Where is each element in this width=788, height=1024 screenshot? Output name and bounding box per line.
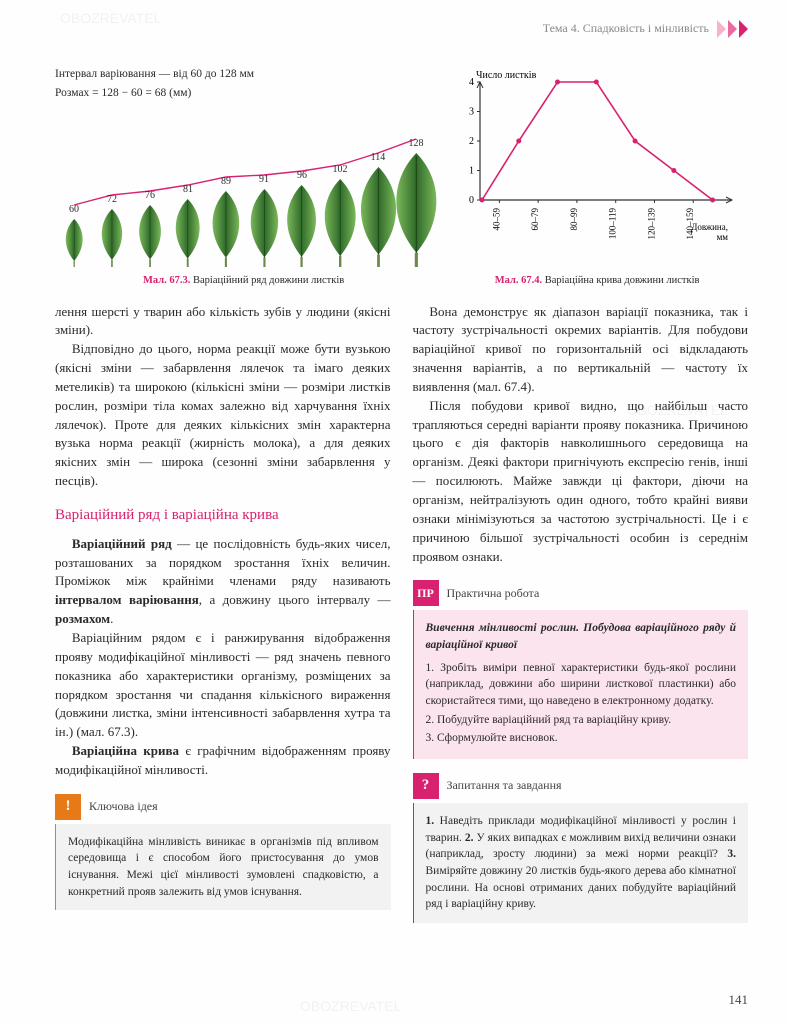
caption-67-3: Мал. 67.3. Варіаційний ряд довжини листк… bbox=[55, 273, 432, 288]
q-title: Запитання та завдання bbox=[447, 777, 562, 794]
pr-title: Практична робота bbox=[447, 585, 540, 602]
header-chevrons bbox=[717, 20, 748, 38]
questions-box: ? Запитання та завдання 1. Наведіть прик… bbox=[413, 773, 749, 923]
para-6: Вона демонструє як діапазон варіації пок… bbox=[413, 303, 749, 397]
key-idea-title: Ключова ідея bbox=[89, 798, 158, 815]
section-heading: Варіаційний ряд і варіаційна крива bbox=[55, 505, 391, 527]
watermark: OBOZREVATEL bbox=[60, 8, 161, 28]
pr-badge: ПР bbox=[413, 580, 439, 606]
svg-text:Довжина,мм: Довжина,мм bbox=[691, 222, 728, 242]
para-5: Варіаційна крива є графічним відображенн… bbox=[55, 742, 391, 780]
pr-heading: Вивчення мінливості рослин. Побудова вар… bbox=[426, 620, 737, 653]
pr-body: Вивчення мінливості рослин. Побудова вар… bbox=[413, 610, 749, 759]
term-varseries: Варіаційний ряд bbox=[72, 536, 172, 551]
leaf-item: 89 bbox=[207, 175, 245, 268]
pr-step: 2. Побудуйте варіаційний ряд та варіацій… bbox=[426, 712, 737, 729]
svg-text:40–59: 40–59 bbox=[492, 208, 502, 231]
exclaim-icon: ! bbox=[55, 794, 81, 820]
caption-67-3-text: Варіаційний ряд довжини листків bbox=[193, 275, 344, 286]
leaf-item: 76 bbox=[131, 189, 169, 268]
svg-text:2: 2 bbox=[469, 136, 474, 147]
caption-67-4: Мал. 67.4. Варіаційна крива довжини лист… bbox=[446, 273, 748, 288]
body-columns: лення шерсті у тварин або кількість зубі… bbox=[55, 303, 748, 924]
question-icon: ? bbox=[413, 773, 439, 799]
page-number: 141 bbox=[729, 991, 749, 1010]
key-idea-box: ! Ключова ідея Модифікаційна мінливість … bbox=[55, 794, 391, 911]
leaf-item: 91 bbox=[245, 173, 283, 268]
pr-step: 1. Зробіть виміри певної характеристики … bbox=[426, 660, 737, 710]
svg-text:Число листків: Число листків bbox=[476, 70, 537, 81]
svg-text:80–99: 80–99 bbox=[569, 208, 579, 231]
variation-curve-chart: Число листків 0 1 2 3 4 40–59 60–79 80–99 100–119… bbox=[446, 66, 748, 256]
svg-text:60–79: 60–79 bbox=[530, 208, 540, 231]
figure-67-3: Інтервал варіювання — від 60 до 128 мм Р… bbox=[55, 66, 432, 267]
q-body: 1. Наведіть приклади модифікаційної мінл… bbox=[413, 803, 749, 923]
leaf-item: 72 bbox=[93, 193, 131, 268]
para-7: Після побудови кривої видно, що найбільш… bbox=[413, 397, 749, 567]
term-varcurve: Варіаційна крива bbox=[72, 743, 179, 758]
range-label: Розмах = 128 − 60 = 68 (мм) bbox=[55, 85, 432, 102]
para-1: лення шерсті у тварин або кількість зубі… bbox=[55, 303, 391, 341]
svg-text:0: 0 bbox=[469, 195, 474, 206]
para-2: Відповідно до цього, норма реакції може … bbox=[55, 340, 391, 491]
term-range: розмахом bbox=[55, 611, 110, 626]
leaf-item: 128 bbox=[397, 137, 435, 268]
practical-work-box: ПР Практична робота Вивчення мінливості … bbox=[413, 580, 749, 759]
figure-captions: Мал. 67.3. Варіаційний ряд довжини листк… bbox=[55, 273, 748, 288]
pr-steps: 1. Зробіть виміри певної характеристики … bbox=[426, 660, 737, 747]
svg-text:120–139: 120–139 bbox=[647, 208, 657, 240]
caption-67-4-bold: Мал. 67.4. bbox=[495, 275, 542, 286]
key-idea-body: Модифікаційна мінливість виникає в орган… bbox=[55, 824, 391, 911]
theme-label: Тема 4. Спадковість і мінливість bbox=[543, 20, 709, 37]
svg-text:4: 4 bbox=[469, 77, 474, 88]
interval-label: Інтервал варіювання — від 60 до 128 мм bbox=[55, 66, 432, 83]
leaf-item: 81 bbox=[169, 183, 207, 268]
para-3: Варіаційний ряд — це послідовність будь-… bbox=[55, 535, 391, 629]
pr-step: 3. Сформулюйте висновок. bbox=[426, 730, 737, 747]
para-4: Варіаційним рядом є і ранжирування відоб… bbox=[55, 629, 391, 742]
caption-67-4-text: Варіаційна крива довжини листків bbox=[545, 275, 700, 286]
page-header: Тема 4. Спадковість і мінливість bbox=[543, 20, 748, 38]
figures-row: Інтервал варіювання — від 60 до 128 мм Р… bbox=[55, 66, 748, 267]
watermark: OBOZREVATEL bbox=[300, 996, 401, 1016]
svg-text:3: 3 bbox=[469, 107, 474, 118]
svg-text:1: 1 bbox=[469, 166, 474, 177]
term-interval: інтервалом варіювання bbox=[55, 592, 199, 607]
svg-text:100–119: 100–119 bbox=[608, 208, 618, 240]
caption-67-3-bold: Мал. 67.3. bbox=[143, 275, 190, 286]
leaf-series: 60727681899196102114128 bbox=[55, 107, 432, 267]
leaf-item: 60 bbox=[55, 203, 93, 268]
figure-67-4: Число листків 0 1 2 3 4 40–59 60–79 80–99 100–119… bbox=[446, 66, 748, 267]
